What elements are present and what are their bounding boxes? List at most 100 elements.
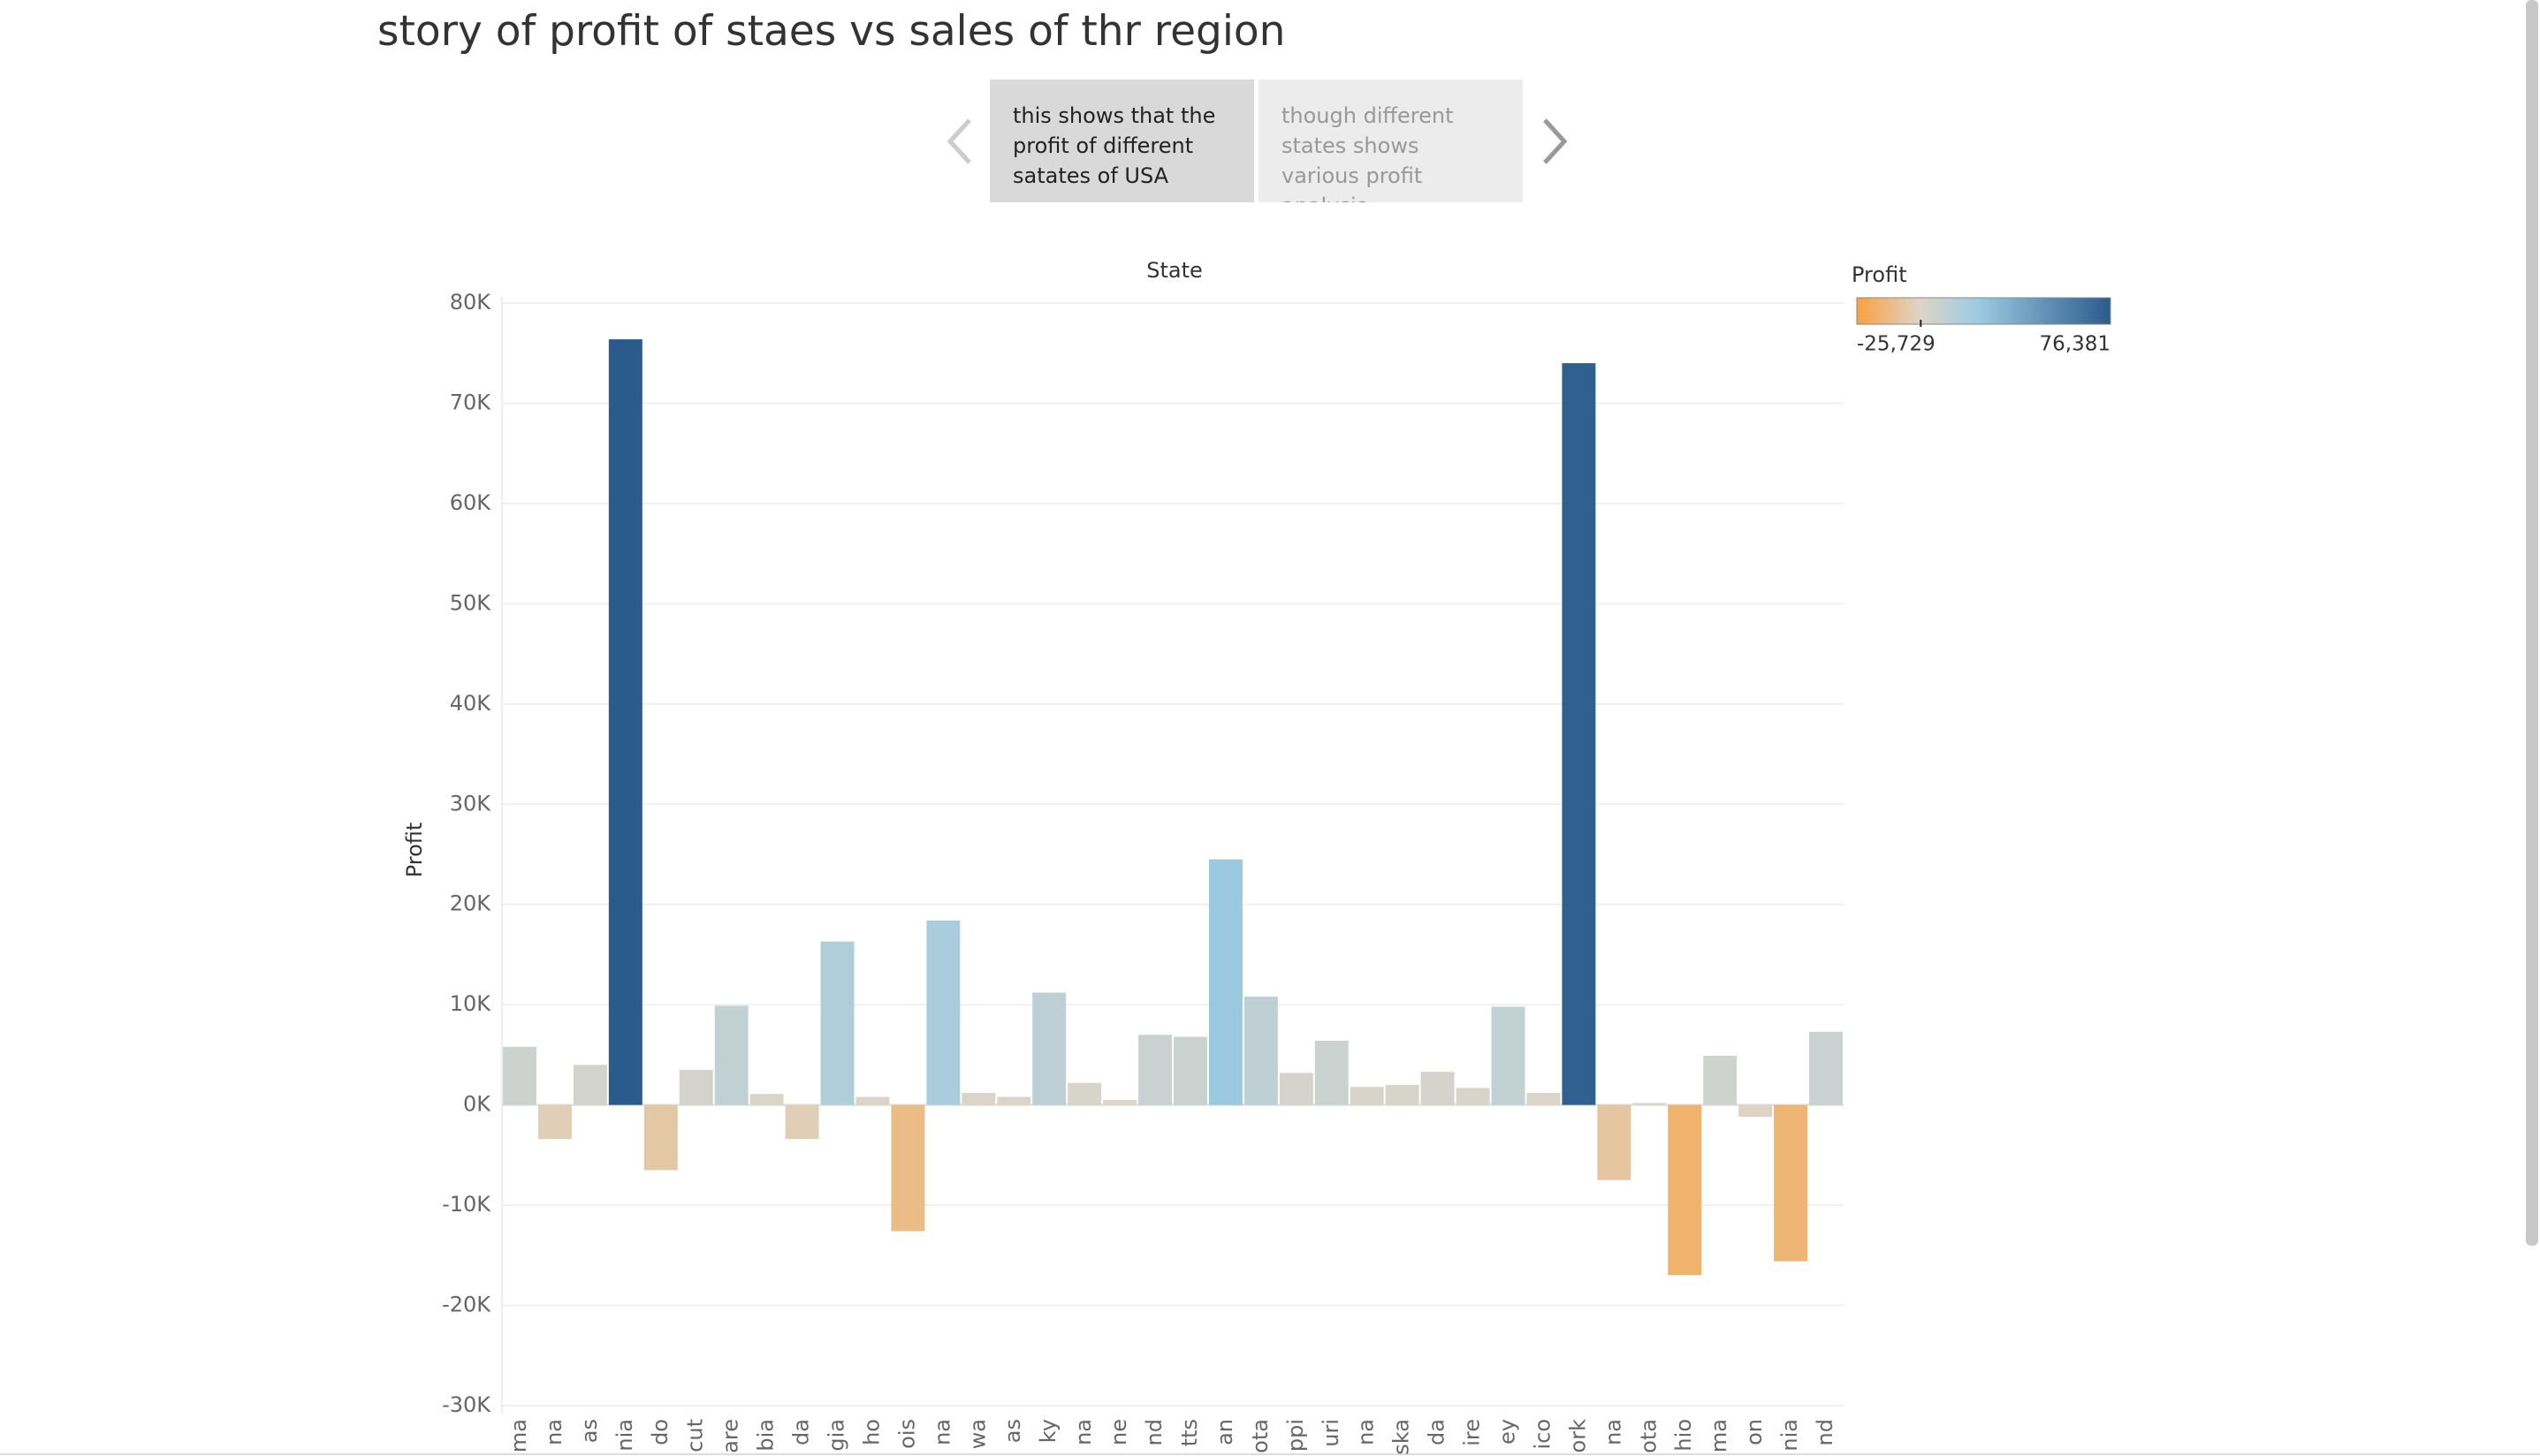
x-tick-label: bia (754, 1419, 779, 1452)
x-tick-label: on (1742, 1419, 1767, 1445)
next-arrow[interactable] (1543, 118, 1568, 164)
x-tick-label: ky (1036, 1419, 1061, 1443)
bar (503, 1046, 536, 1105)
bar (1562, 363, 1596, 1105)
y-tick-label: 20K (450, 891, 492, 916)
x-tick-label: ire (1460, 1419, 1485, 1446)
y-tick-label: 0K (463, 1092, 491, 1117)
bar (573, 1065, 607, 1105)
story-title: story of profit of staes vs sales of thr… (377, 7, 1286, 56)
x-tick-label: na (1601, 1419, 1625, 1445)
y-tick-label: 10K (450, 991, 492, 1016)
y-tick-label: -20K (442, 1293, 491, 1317)
x-tick-label: uri (1319, 1419, 1343, 1447)
y-tick-label: -10K (442, 1192, 491, 1217)
x-tick-label: na (542, 1419, 567, 1445)
x-tick-label: nia (612, 1419, 637, 1452)
x-tick-label: da (789, 1419, 814, 1445)
x-tick-label: cut (683, 1419, 708, 1452)
x-tick-label: wa (965, 1419, 990, 1449)
x-tick-label: ma (1707, 1419, 1731, 1452)
x-tick-label: ska (1389, 1419, 1414, 1455)
scrollbar[interactable] (2526, 0, 2538, 1246)
bar (1350, 1087, 1384, 1105)
bar (714, 1005, 749, 1105)
x-tick-label: as (1000, 1419, 1025, 1443)
bar (820, 941, 855, 1105)
bar (537, 1104, 572, 1140)
bar (856, 1096, 890, 1105)
bar (1174, 1036, 1207, 1105)
bar (1809, 1031, 1843, 1105)
bar (1420, 1072, 1455, 1105)
bar (1668, 1104, 1702, 1276)
bar (785, 1104, 819, 1140)
bar (643, 1104, 678, 1171)
y-tick-label: 60K (450, 490, 492, 515)
prev-arrow[interactable] (947, 118, 971, 164)
x-tick-label: ne (1106, 1419, 1131, 1445)
bar (1138, 1035, 1172, 1105)
bar (1703, 1056, 1738, 1105)
legend-bar (1856, 297, 2111, 325)
x-tick-label: ico (1530, 1419, 1555, 1450)
x-tick-label: are (719, 1419, 743, 1453)
bar (1738, 1104, 1773, 1118)
x-tick-label: as (577, 1419, 602, 1443)
bar (926, 920, 961, 1105)
bar (1385, 1084, 1419, 1105)
x-tick-label: nd (1142, 1419, 1167, 1445)
legend-title: Profit (1852, 262, 1907, 287)
y-tick-label: -30K (442, 1392, 491, 1417)
x-tick-label: ho (859, 1419, 884, 1445)
x-tick-label: hio (1671, 1419, 1696, 1452)
x-tick-label: do (648, 1419, 673, 1445)
bar (1243, 997, 1278, 1105)
bar (1208, 859, 1243, 1105)
y-tick-label: 80K (450, 290, 492, 315)
x-tick-label: ota (1248, 1419, 1273, 1453)
x-axis-title: State (1146, 258, 1203, 283)
story-point[interactable]: though different states shows various pr… (1259, 80, 1523, 202)
bar (679, 1069, 713, 1105)
bar (997, 1096, 1031, 1105)
x-tick-label: tts (1177, 1419, 1202, 1446)
bar (1774, 1104, 1808, 1262)
x-tick-label: da (1425, 1419, 1449, 1445)
bar (1526, 1093, 1561, 1105)
bar (1032, 992, 1067, 1105)
bar (891, 1104, 925, 1232)
bar (749, 1094, 784, 1105)
legend-min: -25,729 (1857, 333, 1935, 356)
y-axis-title: Profit (402, 823, 427, 878)
bar (1491, 1006, 1525, 1105)
bar (1279, 1073, 1313, 1105)
bar (1456, 1088, 1490, 1105)
bar (608, 339, 643, 1105)
y-tick-label: 70K (450, 390, 492, 414)
bar (1597, 1104, 1631, 1180)
x-tick-label: ork (1565, 1419, 1590, 1453)
y-tick-label: 30K (450, 791, 492, 815)
bar (1103, 1099, 1137, 1105)
bar (1068, 1082, 1102, 1105)
x-tick-label: ota (1636, 1419, 1661, 1453)
y-tick-label: 40K (450, 691, 492, 716)
x-tick-label: ppi (1283, 1419, 1308, 1452)
x-tick-label: gia (825, 1419, 849, 1452)
y-tick-label: 50K (450, 590, 492, 615)
x-tick-label: na (930, 1419, 954, 1445)
x-tick-label: an (1213, 1419, 1237, 1445)
story-point[interactable]: this shows that the profit of different … (990, 80, 1254, 202)
x-tick-label: na (1071, 1419, 1096, 1445)
x-tick-label: ey (1495, 1419, 1520, 1445)
bar (962, 1093, 996, 1105)
bar (1314, 1041, 1349, 1105)
x-tick-label: nia (1777, 1419, 1802, 1452)
legend-max: 76,381 (2040, 333, 2110, 356)
x-tick-label: na (1354, 1419, 1379, 1445)
x-tick-label: nd (1813, 1419, 1837, 1445)
x-tick-label: ois (894, 1419, 919, 1449)
